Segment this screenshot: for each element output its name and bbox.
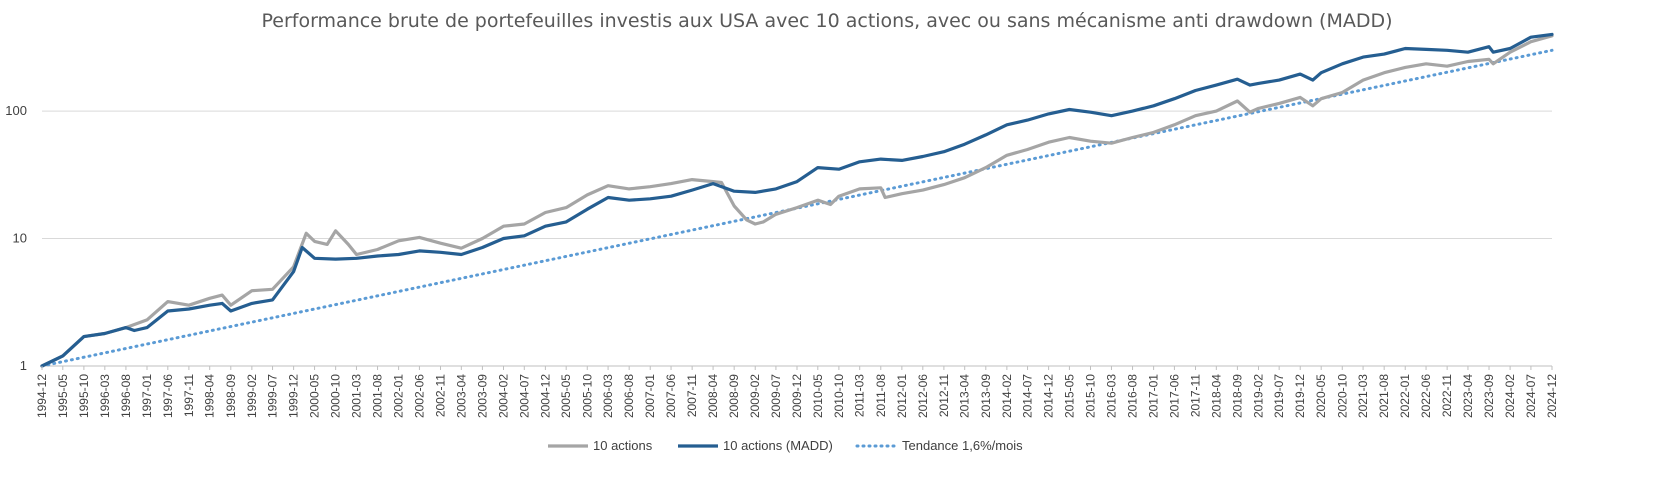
x-tick-label: 2022-01: [1398, 374, 1412, 418]
x-tick-label: 1999-02: [245, 374, 259, 418]
x-tick-label: 2024-07: [1524, 374, 1538, 418]
x-tick-label: 1998-09: [224, 374, 238, 418]
x-tick-label: 2021-03: [1356, 374, 1370, 418]
x-tick-label: 2010-10: [832, 374, 846, 418]
x-tick-label: 2011-08: [874, 374, 888, 417]
x-tick-label: 2012-01: [895, 374, 909, 418]
x-tick-label: 2018-04: [1209, 374, 1223, 418]
x-tick-label: 2015-10: [1084, 374, 1098, 418]
x-tick-label: 2011-03: [853, 374, 867, 417]
x-tick-label: 2014-07: [1021, 374, 1035, 418]
y-tick-label: 10: [13, 231, 27, 246]
legend-label-2: Tendance 1,6%/mois: [902, 438, 1023, 453]
x-tick-label: 1997-11: [182, 374, 196, 417]
x-tick-label: 1996-03: [98, 374, 112, 418]
x-tick-label: 2002-11: [434, 374, 448, 417]
x-tick-label: 2010-05: [811, 374, 825, 418]
x-tick-label: 2016-03: [1104, 374, 1118, 418]
x-tick-label: 2004-12: [538, 374, 552, 418]
x-tick-label: 1996-08: [119, 374, 133, 418]
legend-label-0: 10 actions: [593, 438, 653, 453]
y-tick-label: 1: [20, 358, 27, 373]
x-tick-label: 2020-05: [1314, 374, 1328, 418]
x-tick-label: 2003-09: [475, 374, 489, 418]
x-tick-label: 2012-06: [916, 374, 930, 418]
x-tick-label: 2008-04: [706, 374, 720, 418]
x-tick-label: 2009-02: [748, 374, 762, 418]
x-tick-label: 2007-06: [664, 374, 678, 418]
x-tick-label: 2009-12: [790, 374, 804, 418]
x-tick-label: 2022-06: [1419, 374, 1433, 418]
x-tick-label: 1997-01: [140, 374, 154, 418]
x-tick-label: 2007-11: [685, 374, 699, 417]
x-tick-label: 2017-06: [1167, 374, 1181, 418]
y-tick-label: 100: [5, 103, 27, 118]
x-tick-label: 2015-05: [1062, 374, 1076, 418]
x-tick-label: 2000-05: [308, 374, 322, 418]
x-tick-label: 2005-10: [580, 374, 594, 418]
x-tick-label: 2024-02: [1503, 374, 1517, 418]
x-tick-label: 2014-02: [1000, 374, 1014, 418]
x-tick-label: 2019-12: [1293, 374, 1307, 418]
x-tick-label: 2019-07: [1272, 374, 1286, 418]
x-tick-label: 2016-08: [1126, 374, 1140, 418]
x-tick-label: 1997-06: [161, 374, 175, 418]
chart-title: Performance brute de portefeuilles inves…: [261, 10, 1392, 32]
x-tick-label: 2000-10: [329, 374, 343, 418]
x-tick-label: 2022-11: [1440, 374, 1454, 417]
x-tick-label: 1995-05: [56, 374, 70, 418]
x-tick-label: 1995-10: [77, 374, 91, 418]
x-tick-label: 2006-08: [622, 374, 636, 418]
x-tick-label: 2004-07: [517, 374, 531, 418]
x-tick-label: 2023-04: [1461, 374, 1475, 418]
x-tick-label: 2013-09: [979, 374, 993, 418]
x-tick-label: 2002-06: [412, 374, 426, 418]
x-tick-label: 2020-10: [1335, 374, 1349, 418]
x-tick-label: 1994-12: [35, 374, 49, 418]
series-line-2: [40, 48, 1554, 368]
x-tick-label: 2008-09: [727, 374, 741, 418]
x-tick-label: 2021-08: [1377, 374, 1391, 418]
series-line-1: [40, 32, 1554, 368]
x-tick-label: 2005-05: [559, 374, 573, 418]
x-tick-label: 2001-03: [349, 374, 363, 418]
x-tick-label: 2024-12: [1545, 374, 1559, 418]
x-tick-label: 2014-12: [1042, 374, 1056, 418]
x-tick-label: 2006-03: [601, 374, 615, 418]
x-tick-label: 2003-04: [454, 374, 468, 418]
x-tick-label: 2001-08: [371, 374, 385, 418]
x-tick-label: 2009-07: [769, 374, 783, 418]
legend-label-1: 10 actions (MADD): [723, 438, 833, 453]
x-tick-label: 2002-01: [392, 374, 406, 418]
x-tick-label: 2019-02: [1251, 374, 1265, 418]
x-tick-label: 1999-07: [266, 374, 280, 418]
series-line-0: [40, 34, 1554, 368]
x-tick-label: 1999-12: [287, 374, 301, 418]
x-tick-label: 2017-01: [1147, 374, 1161, 418]
x-tick-label: 2007-01: [643, 374, 657, 418]
x-tick-label: 2023-09: [1482, 374, 1496, 418]
x-tick-label: 2013-04: [958, 374, 972, 418]
x-tick-label: 2018-09: [1230, 374, 1244, 418]
x-tick-label: 2017-11: [1189, 374, 1203, 417]
x-tick-label: 2004-02: [496, 374, 510, 418]
x-tick-label: 2012-11: [937, 374, 951, 417]
x-tick-label: 1998-04: [203, 374, 217, 418]
